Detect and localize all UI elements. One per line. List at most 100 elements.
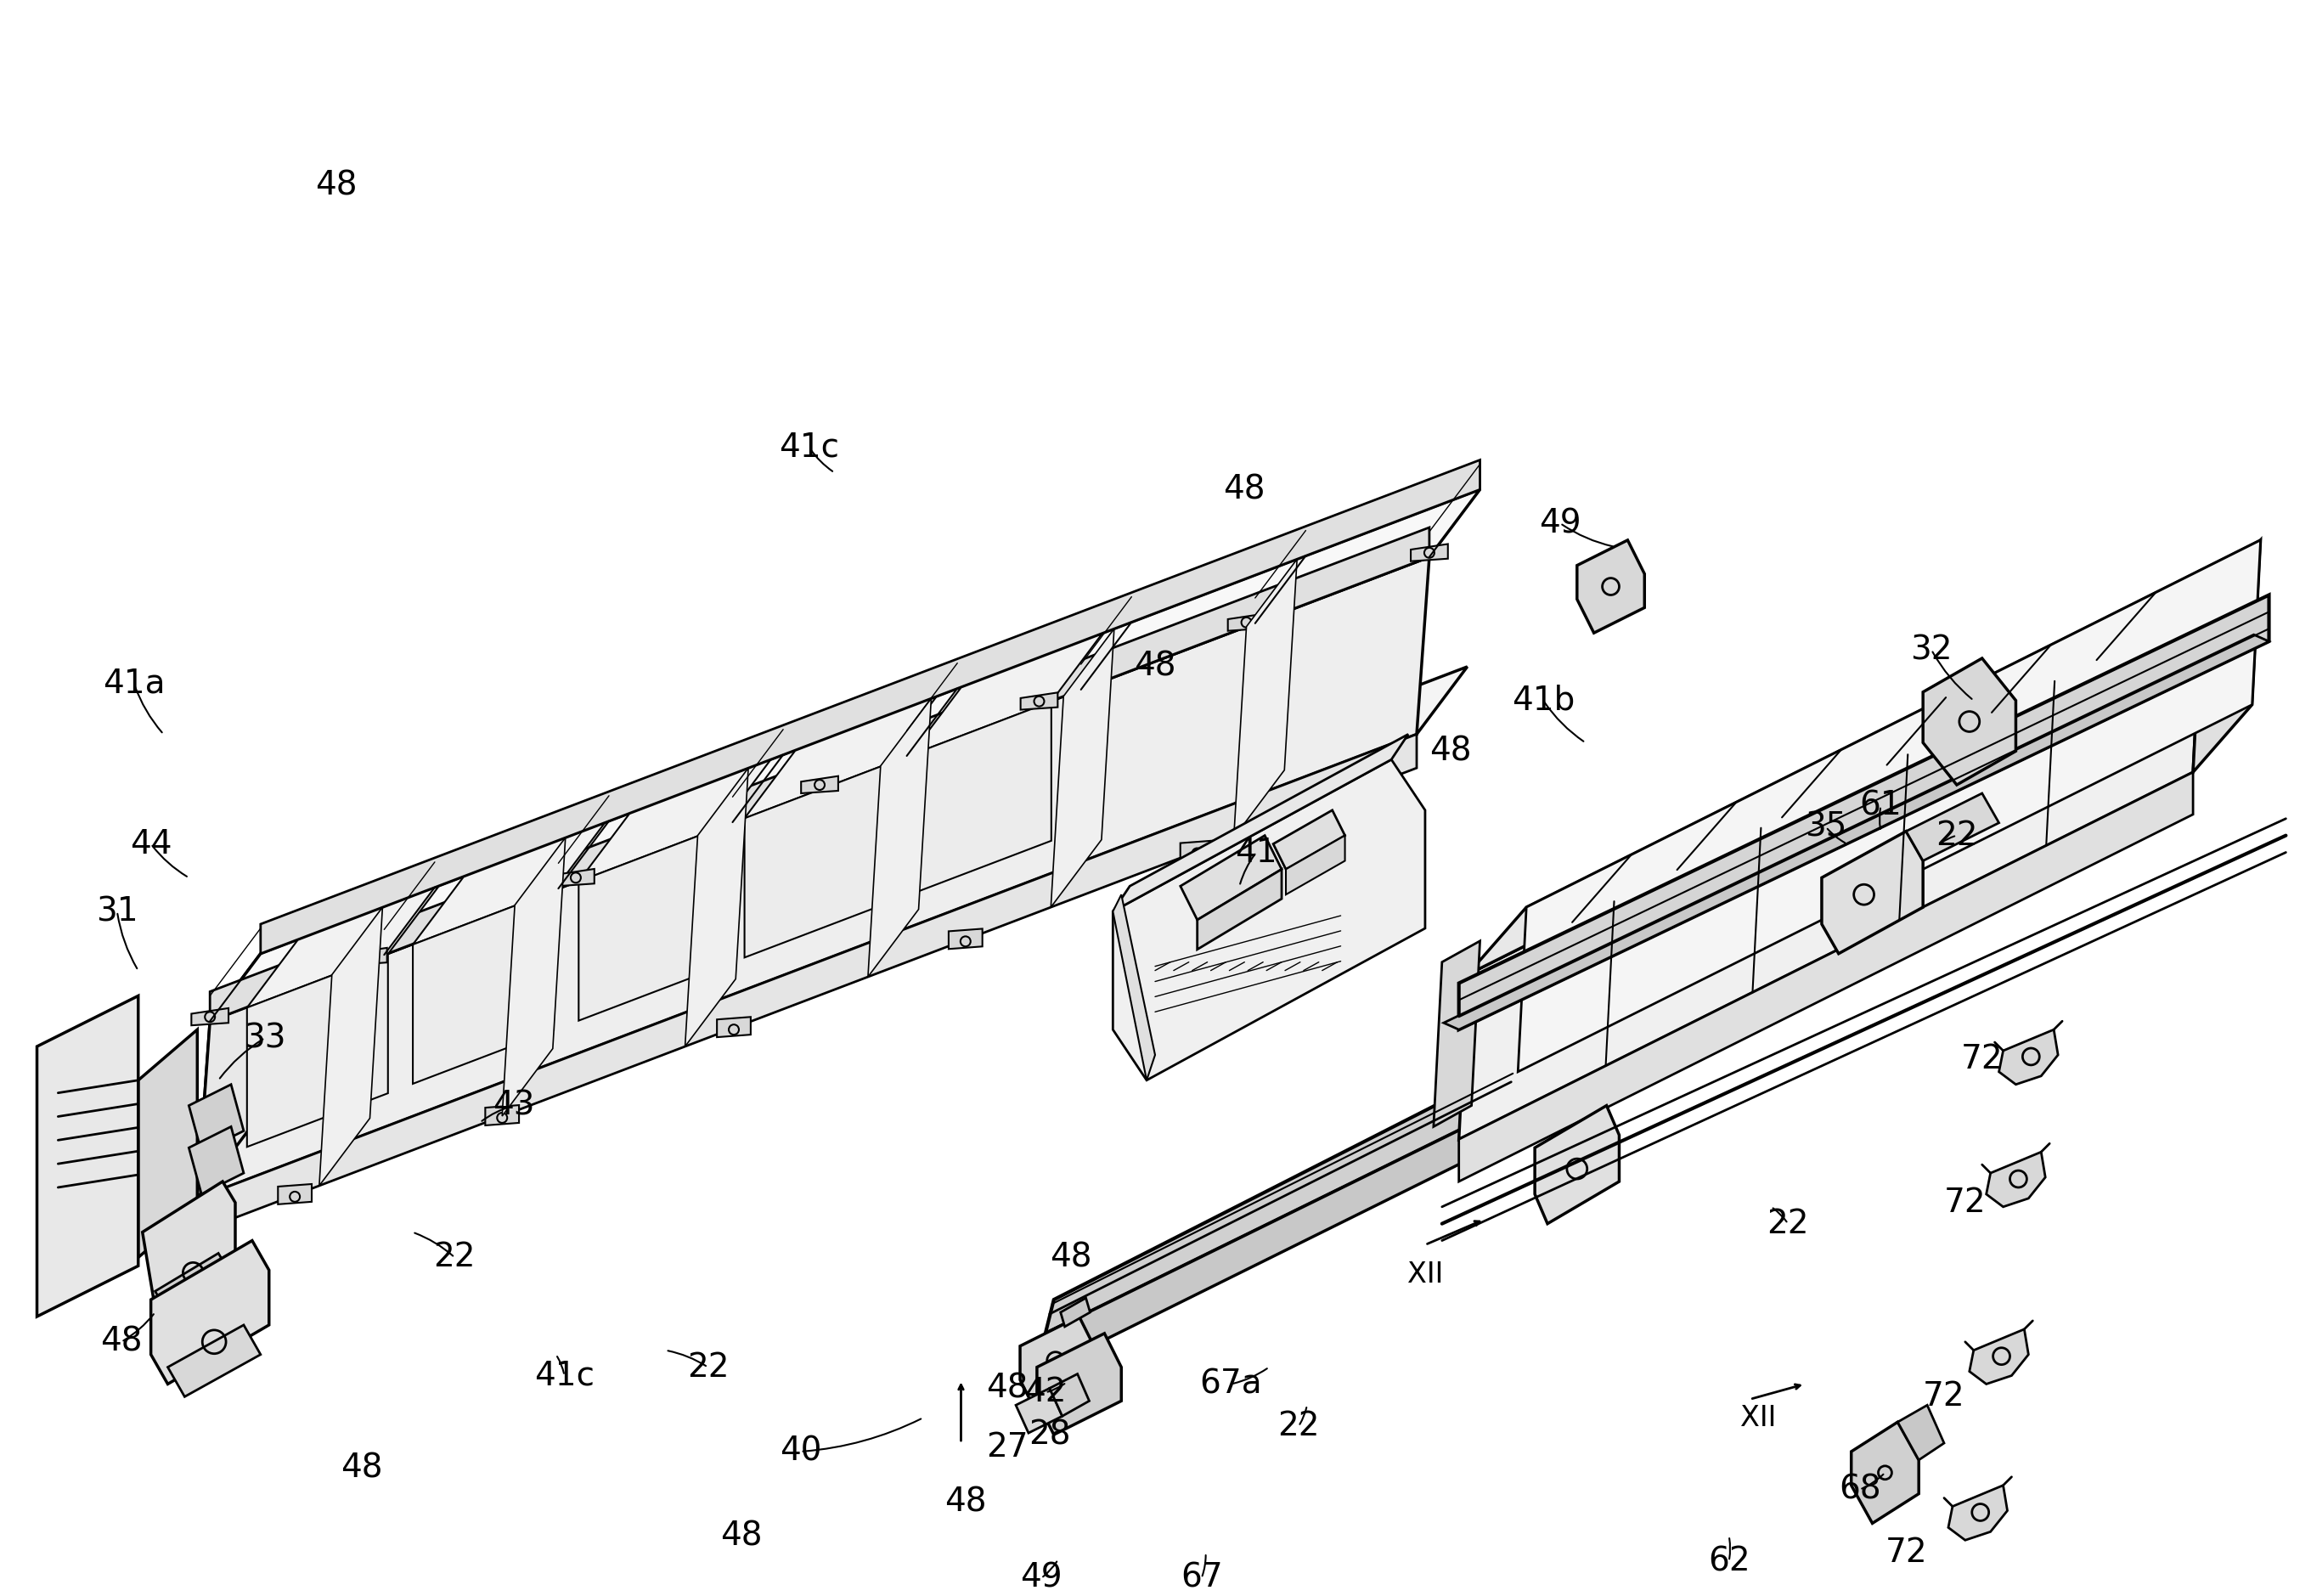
Text: 22: 22 [686,1352,728,1384]
Polygon shape [911,634,1102,755]
Polygon shape [319,907,384,1186]
Text: 41c: 41c [534,1360,594,1392]
Polygon shape [1234,559,1296,838]
Text: 49: 49 [1019,1562,1063,1594]
Text: 35: 35 [1805,811,1846,843]
Polygon shape [1458,608,2202,1140]
Polygon shape [1285,835,1345,895]
Text: 31: 31 [97,895,139,927]
Polygon shape [1444,635,2269,1029]
Polygon shape [1049,1374,1088,1416]
Polygon shape [196,557,1428,1199]
Text: 41b: 41b [1511,685,1574,717]
Text: 48: 48 [721,1519,763,1551]
Polygon shape [1017,1389,1063,1433]
Text: 72: 72 [1962,1044,2004,1076]
Polygon shape [1821,832,1923,954]
Polygon shape [1021,693,1058,710]
Text: 68: 68 [1840,1473,1881,1505]
Text: 48: 48 [317,169,358,201]
Polygon shape [169,1325,261,1396]
Text: 48: 48 [1135,651,1176,683]
Text: 48: 48 [945,1486,987,1518]
Text: 43: 43 [492,1090,534,1122]
Polygon shape [1923,658,2015,785]
Polygon shape [578,760,770,881]
Polygon shape [1114,760,1426,1080]
Polygon shape [1410,544,1449,562]
Polygon shape [1467,539,2260,975]
Text: 42: 42 [1024,1376,1065,1409]
Polygon shape [210,490,1479,1021]
Text: 32: 32 [1911,634,1953,666]
Text: 22: 22 [434,1242,476,1274]
Polygon shape [37,996,139,1317]
Text: 28: 28 [1028,1419,1070,1451]
Polygon shape [42,1101,58,1122]
Text: 22: 22 [1278,1411,1320,1443]
Polygon shape [744,764,885,958]
Polygon shape [1576,539,1645,634]
Text: XII: XII [1740,1404,1777,1432]
Text: 67a: 67a [1199,1368,1262,1400]
Polygon shape [485,1104,520,1125]
Polygon shape [716,1017,751,1037]
Polygon shape [1897,1404,1944,1460]
Polygon shape [196,954,261,1199]
Polygon shape [1948,1486,2008,1540]
Polygon shape [1999,1029,2059,1084]
Polygon shape [1458,772,2193,1181]
Polygon shape [42,1125,58,1146]
Text: 72: 72 [1886,1537,1927,1569]
Polygon shape [1197,870,1283,950]
Polygon shape [192,1009,229,1025]
Polygon shape [1458,595,2269,1029]
Polygon shape [1907,793,1999,860]
Polygon shape [247,886,439,1007]
Polygon shape [196,734,1417,1232]
Text: 72: 72 [1944,1186,1985,1219]
Text: 41: 41 [1236,836,1278,868]
Polygon shape [1227,613,1264,630]
Polygon shape [557,868,594,886]
Text: 61: 61 [1860,790,1902,822]
Polygon shape [190,1084,243,1152]
Text: 48: 48 [1223,474,1264,506]
Text: 48: 48 [1049,1242,1091,1274]
Polygon shape [414,891,555,1084]
Polygon shape [196,667,1467,1199]
Polygon shape [911,702,1052,894]
Polygon shape [150,1240,268,1384]
Polygon shape [1061,1298,1091,1326]
Polygon shape [190,1127,243,1194]
Text: 44: 44 [129,828,171,860]
Polygon shape [42,1149,58,1168]
Text: 41c: 41c [779,431,839,463]
Text: 40: 40 [779,1435,823,1468]
Text: 62: 62 [1708,1545,1749,1577]
Polygon shape [277,1184,312,1205]
Polygon shape [1181,835,1283,919]
Polygon shape [1518,539,2260,1073]
Polygon shape [802,776,839,793]
Text: 22: 22 [1768,1208,1810,1240]
Polygon shape [501,838,566,1116]
Polygon shape [42,1171,58,1192]
Polygon shape [1181,841,1213,860]
Polygon shape [578,828,719,1021]
Polygon shape [1052,629,1114,907]
Polygon shape [139,1029,196,1258]
Polygon shape [1019,1317,1091,1404]
Text: 72: 72 [1923,1381,1964,1412]
Polygon shape [155,1253,231,1312]
Polygon shape [1045,1068,1518,1333]
Text: 67: 67 [1181,1562,1223,1594]
Polygon shape [1114,895,1156,1080]
Text: XII: XII [1407,1261,1442,1288]
Text: 41a: 41a [102,667,164,699]
Text: 48: 48 [1431,736,1472,768]
Polygon shape [684,768,749,1047]
Polygon shape [869,699,931,977]
Polygon shape [1851,1422,1918,1523]
Text: 33: 33 [243,1021,287,1055]
